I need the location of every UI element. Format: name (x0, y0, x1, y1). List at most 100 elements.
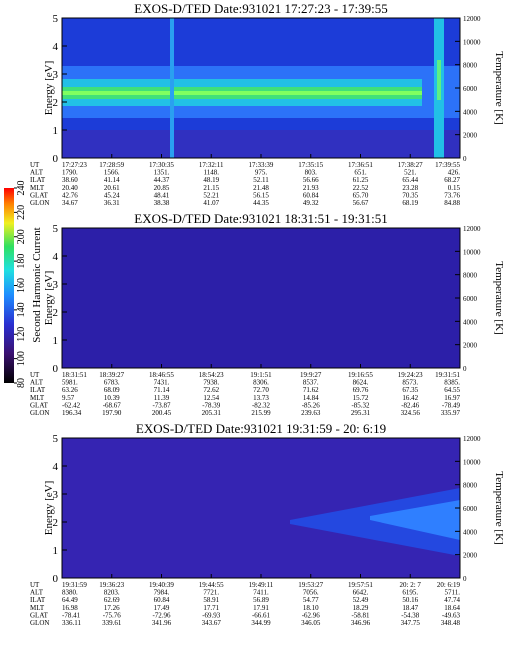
y-tick-label: 4 (53, 461, 59, 473)
row-value: -68.67 (103, 401, 122, 409)
y2-tick-label: 2000 (463, 132, 478, 140)
row-value: -82.46 (401, 401, 420, 409)
row-label: MLT (30, 184, 45, 192)
y2-tick-label: 10000 (463, 38, 481, 46)
y2-tick-label: 4000 (463, 318, 478, 326)
row-value: 9.57 (62, 394, 75, 402)
y-tick-label: 5 (53, 433, 59, 445)
row-value: 6195. (402, 589, 418, 597)
row-value: 426. (448, 169, 461, 177)
row-value: 18:31:51 (62, 371, 87, 379)
row-value: 7721. (203, 589, 219, 597)
row-value: 41.14 (104, 176, 120, 184)
spectrogram-3 (62, 438, 460, 578)
row-value: 36.31 (104, 199, 120, 207)
row-value: 6642. (353, 589, 369, 597)
row-value: -54.38 (401, 611, 420, 619)
row-label: ALT (30, 169, 44, 177)
row-value: 1566. (104, 169, 120, 177)
row-value: 48.41 (154, 191, 170, 199)
row-value: -62.42 (62, 401, 81, 409)
row-value: 19:53:27 (298, 581, 323, 589)
row-value: 7431. (154, 379, 170, 387)
row-value: 1351. (154, 169, 170, 177)
row-value: 205.31 (202, 409, 222, 417)
row-label: ALT (30, 589, 44, 597)
row-value: 56.15 (253, 191, 269, 199)
row-value: 18.29 (353, 604, 369, 612)
y2-tick-label: 0 (463, 575, 467, 583)
row-value: 17:27:23 (62, 161, 87, 169)
row-value: 346.96 (351, 619, 371, 627)
row-value: 38.38 (154, 199, 170, 207)
row-value: 13.73 (253, 394, 269, 402)
row-value: -73.87 (152, 401, 171, 409)
row-value: 8573. (402, 379, 418, 387)
row-label: UT (30, 581, 40, 589)
row-value: 70.35 (402, 191, 418, 199)
row-value: 18:39:27 (99, 371, 124, 379)
row-value: 10.39 (104, 394, 120, 402)
row-value: 17:39:55 (435, 161, 460, 169)
row-value: 20: 6:19 (437, 581, 461, 589)
row-value: 197.90 (102, 409, 122, 417)
row-value: 8385. (444, 379, 460, 387)
spectrogram-2 (62, 228, 460, 368)
row-value: 23.28 (402, 184, 418, 192)
y2-tick-label: 0 (463, 365, 467, 373)
row-value: -78.39 (202, 401, 221, 409)
row-value: 8380. (62, 589, 78, 597)
y-tick-label: 1 (53, 545, 59, 557)
row-value: 19:36:23 (99, 581, 124, 589)
row-value: 336.11 (62, 619, 81, 627)
row-value: 803. (305, 169, 318, 177)
row-value: 8203. (104, 589, 120, 597)
y-tick-label: 0 (53, 573, 59, 585)
row-value: 44.37 (154, 176, 170, 184)
row-value: 44.35 (253, 199, 269, 207)
row-value: 7411. (253, 589, 269, 597)
row-value: 54.77 (303, 596, 319, 604)
row-value: -78.41 (62, 611, 81, 619)
row-value: 348.48 (441, 619, 461, 627)
y-axis-label: Energy [eV] (43, 271, 55, 325)
row-value: 17.26 (104, 604, 120, 612)
row-value: 20.61 (104, 184, 120, 192)
y-axis-label: Energy [eV] (43, 481, 55, 535)
row-value: 56.89 (253, 596, 269, 604)
y2-tick-label: 6000 (463, 295, 478, 303)
row-value: 6783. (104, 379, 120, 387)
row-value: 19:57:51 (348, 581, 373, 589)
row-value: 21.15 (203, 184, 219, 192)
row-value: 343.67 (202, 619, 222, 627)
row-value: 41.07 (203, 199, 219, 207)
row-label: ALT (30, 379, 44, 387)
row-value: 62.69 (104, 596, 120, 604)
row-value: 16.98 (62, 604, 78, 612)
row-value: 56.67 (353, 199, 369, 207)
y-tick-label: 2 (53, 517, 59, 529)
colorbar-tick-label: 200 (16, 229, 27, 244)
colorbar-tick-label: 160 (16, 278, 27, 293)
row-value: 21.93 (303, 184, 319, 192)
colorbar-tick-label: 220 (16, 205, 27, 220)
row-value: -72.96 (152, 611, 171, 619)
y-tick-label: 2 (53, 307, 59, 319)
row-value: -49.63 (442, 611, 461, 619)
row-value: 56.66 (303, 176, 319, 184)
row-value: 7056. (303, 589, 319, 597)
row-value: 19:44:55 (199, 581, 224, 589)
row-value: 17.49 (154, 604, 170, 612)
row-value: -78.49 (442, 401, 461, 409)
row-label: GLON (30, 199, 49, 207)
row-value: 8306. (253, 379, 269, 387)
colorbar-tick-label: 120 (16, 327, 27, 342)
row-value: 72.62 (203, 386, 219, 394)
row-value: 19:9:27 (300, 371, 322, 379)
row-value: 63.26 (62, 386, 78, 394)
colorbar (4, 188, 14, 383)
row-value: 975. (255, 169, 268, 177)
row-value: 0.15 (448, 184, 461, 192)
row-value: 67.35 (402, 386, 418, 394)
row-value: 17:30:35 (149, 161, 174, 169)
